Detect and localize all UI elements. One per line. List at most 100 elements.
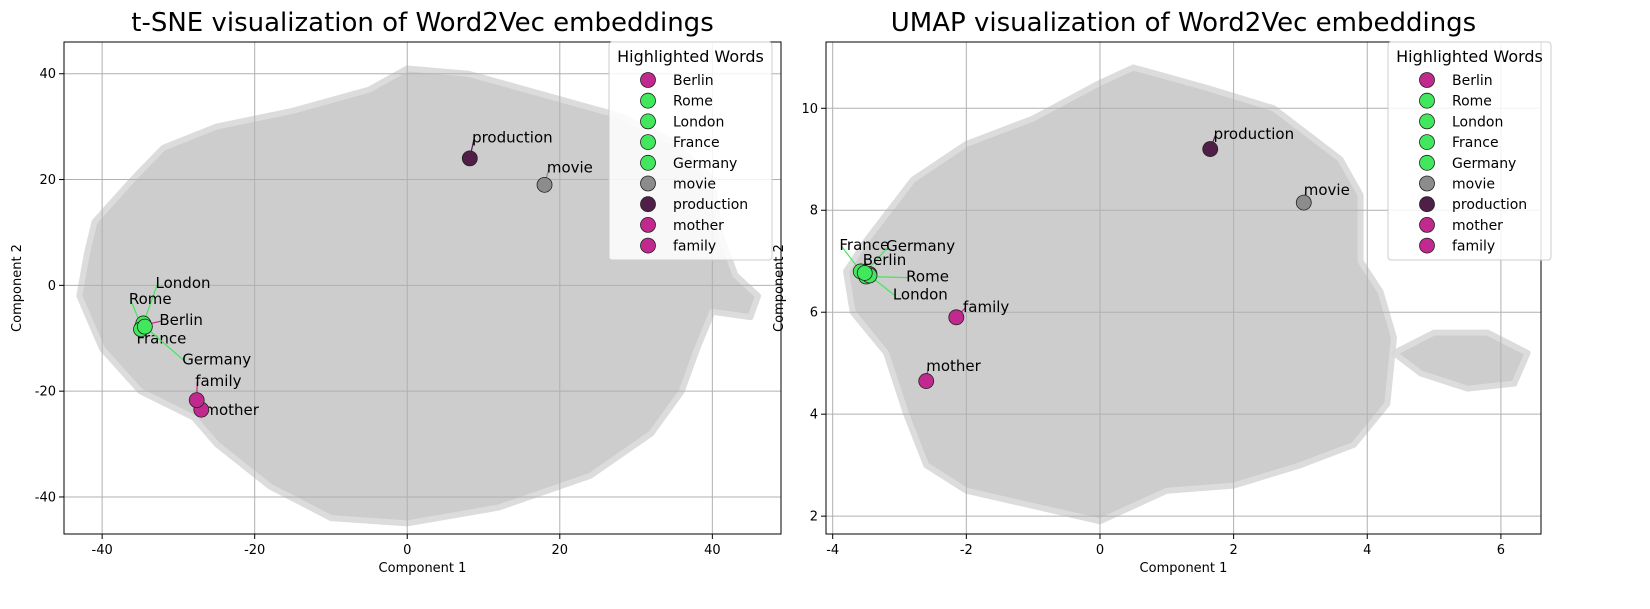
x-tick-label: 40 — [704, 543, 721, 558]
point-movie — [536, 176, 553, 193]
annotation-label: mother — [204, 401, 259, 419]
axes-frame — [825, 41, 1542, 535]
plot-area — [843, 64, 1531, 525]
y-tick-label: 2 — [810, 510, 818, 525]
annotation-label: Germany — [182, 351, 251, 369]
legend-label: Berlin — [1452, 73, 1493, 89]
legend-label: mother — [1452, 218, 1503, 234]
legend-marker — [1419, 154, 1435, 171]
annotation-label: production — [472, 129, 553, 147]
embedding-cloud — [843, 64, 1397, 525]
annotation-arrow — [144, 326, 185, 362]
legend-label: movie — [1452, 177, 1495, 193]
annotation-label: Rome — [129, 290, 172, 308]
annotation-label: Germany — [886, 237, 955, 255]
x-tick-label: 20 — [552, 543, 569, 558]
legend-marker — [1419, 134, 1435, 151]
annotation-label: movie — [1304, 181, 1350, 199]
x-tick-label: 0 — [403, 543, 411, 558]
legend-label: France — [673, 135, 720, 151]
legend-marker — [640, 237, 656, 254]
point-germany — [856, 265, 873, 281]
y-tick-label: 10 — [801, 102, 818, 117]
x-tick-label: -40 — [92, 543, 113, 558]
chart-title: t-SNE visualization of Word2Vec embeddin… — [131, 8, 714, 38]
x-tick-label: 6 — [1497, 543, 1505, 558]
annotation-label: London — [156, 274, 211, 292]
point-family — [188, 392, 205, 409]
point-production — [461, 150, 478, 167]
point-mother — [918, 373, 935, 389]
legend-label: Rome — [673, 94, 713, 110]
legend-marker — [1419, 113, 1435, 130]
annotation-label: family — [195, 372, 241, 390]
legend-title: Highlighted Words — [1396, 47, 1543, 66]
legend-marker — [640, 196, 656, 213]
x-tick-label: -4 — [826, 543, 839, 558]
y-tick-label: 4 — [810, 408, 818, 423]
y-tick-label: -40 — [35, 490, 56, 505]
legend-marker — [1419, 175, 1435, 192]
legend-marker — [1419, 196, 1435, 213]
legend-label: family — [1452, 239, 1495, 255]
y-tick-label: 0 — [48, 279, 56, 294]
legend-label: mother — [673, 218, 724, 234]
annotation-label: France — [839, 236, 889, 254]
legend-marker — [640, 216, 656, 233]
y-tick-label: 20 — [39, 173, 56, 188]
legend-marker — [1419, 92, 1435, 109]
y-tick-label: 8 — [810, 204, 818, 219]
legend-marker — [640, 134, 656, 151]
annotation-label: Berlin — [863, 251, 907, 269]
x-axis-label: Component 1 — [379, 561, 467, 576]
annotation-label: London — [893, 285, 948, 303]
tsne-plot: -40 -20 0 20 40 -40 -20 0 20 40 t-SNE visualizatio… — [10, 8, 782, 576]
annotation-label: family — [963, 298, 1009, 316]
y-tick-label: 6 — [810, 306, 818, 321]
legend-title: Highlighted Words — [617, 47, 764, 66]
legend-label: production — [673, 197, 748, 213]
x-axis-label: Component 1 — [1140, 561, 1228, 576]
legend-label: Berlin — [673, 73, 714, 89]
x-tick-label: -2 — [960, 543, 973, 558]
annotation-label: Rome — [906, 268, 949, 286]
legend-marker — [640, 92, 656, 109]
plot-area — [76, 65, 762, 527]
y-tick-label: 40 — [39, 67, 56, 82]
legend-marker — [640, 72, 656, 88]
umap-plot: -4 -2 0 2 4 6 2 4 6 8 10 UMAP visualization of Word… — [772, 8, 1552, 576]
legend-label: family — [673, 239, 716, 255]
point-production — [1202, 141, 1219, 157]
legend-marker — [1419, 216, 1435, 233]
legend-label: movie — [673, 177, 716, 193]
annotation-label: mother — [926, 357, 981, 375]
legend-label: Rome — [1452, 94, 1492, 110]
annotation-label: Berlin — [159, 311, 203, 329]
embedding-cloud — [76, 65, 762, 527]
y-axis-label: Component 2 — [10, 244, 25, 332]
annotation-label: production — [1214, 125, 1295, 143]
legend-marker — [640, 175, 656, 192]
legend-label: London — [673, 114, 724, 130]
legend-marker — [1419, 237, 1435, 254]
annotation-label: France — [136, 330, 186, 348]
embedding-cloud-2 — [1391, 329, 1531, 392]
y-axis-label: Component 2 — [772, 244, 787, 332]
x-tick-label: 4 — [1363, 543, 1371, 558]
point-germany — [136, 318, 153, 335]
legend-label: Germany — [673, 156, 737, 172]
axes-frame — [63, 41, 782, 535]
legend-marker — [640, 113, 656, 130]
legend-label: London — [1452, 114, 1503, 130]
legend-label: France — [1452, 135, 1499, 151]
y-tick-label: -20 — [35, 385, 56, 400]
x-tick-label: 2 — [1229, 543, 1237, 558]
point-family — [948, 309, 965, 326]
chart-title: UMAP visualization of Word2Vec embedding… — [891, 8, 1476, 38]
x-tick-label: 0 — [1096, 543, 1104, 558]
legend-marker — [640, 154, 656, 171]
legend-marker — [1419, 72, 1435, 88]
annotation-label: movie — [547, 159, 593, 177]
x-tick-label: -20 — [244, 543, 265, 558]
